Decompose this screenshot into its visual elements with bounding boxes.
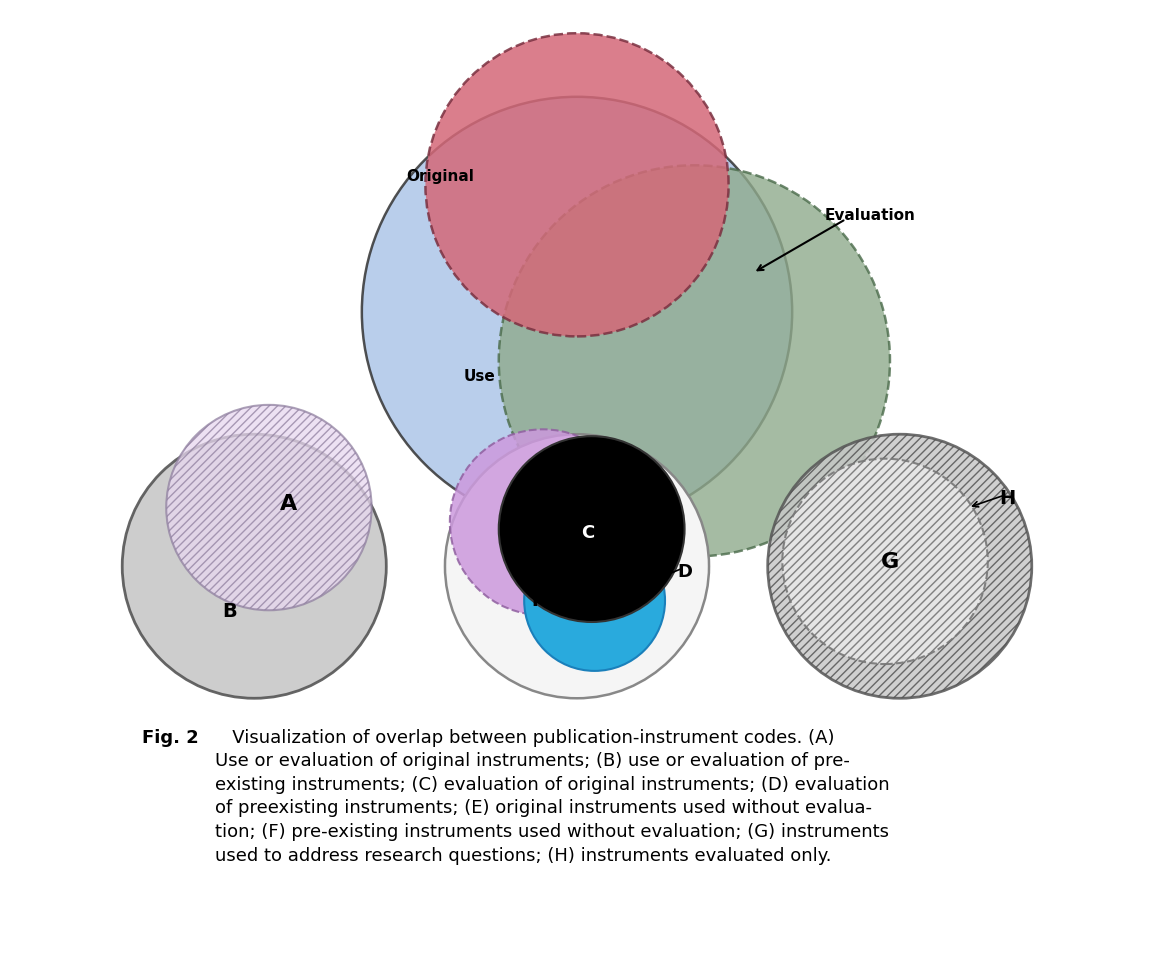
Text: E: E — [516, 521, 529, 538]
Circle shape — [362, 98, 792, 528]
Circle shape — [122, 435, 387, 699]
Circle shape — [166, 405, 372, 611]
Text: F: F — [532, 592, 544, 610]
Text: Use: Use — [463, 368, 495, 384]
Circle shape — [499, 437, 684, 622]
Text: Original: Original — [406, 168, 474, 184]
Circle shape — [767, 435, 1032, 699]
Text: A: A — [280, 493, 297, 513]
Circle shape — [445, 435, 709, 699]
Text: C: C — [582, 524, 594, 541]
Text: Visualization of overlap between publication‐instrument codes. (A)
Use or evalua: Visualization of overlap between publica… — [215, 728, 890, 864]
Text: H: H — [999, 488, 1016, 508]
Text: D: D — [677, 563, 692, 580]
Circle shape — [450, 430, 636, 616]
Circle shape — [499, 166, 890, 557]
Text: G: G — [881, 552, 899, 572]
Text: Evaluation: Evaluation — [825, 207, 916, 223]
Circle shape — [782, 459, 988, 664]
Circle shape — [524, 531, 665, 671]
Text: Fig. 2: Fig. 2 — [142, 728, 198, 745]
Circle shape — [426, 34, 728, 337]
Text: B: B — [223, 601, 238, 620]
